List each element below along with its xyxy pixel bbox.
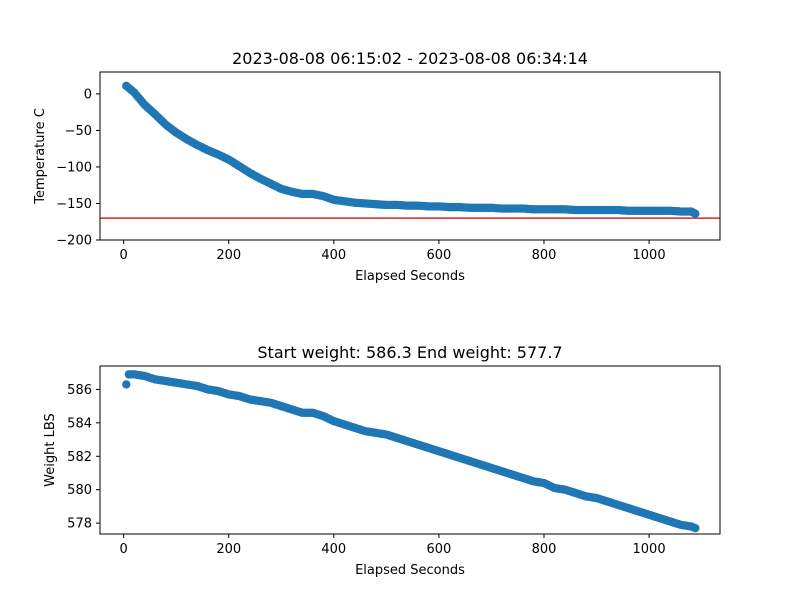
weight-chart-title: Start weight: 586.3 End weight: 577.7 [257, 343, 562, 362]
weight-x-tick-label: 400 [321, 542, 346, 557]
temperature-subplot: 2023-08-08 06:15:02 - 2023-08-08 06:34:1… [33, 49, 721, 284]
weight-subplot: Start weight: 586.3 End weight: 577.7 0 2… [43, 343, 721, 578]
weight-x-tick-label: 800 [532, 542, 557, 557]
temperature-y-tick-label: −50 [65, 124, 92, 139]
temperature-y-tick-label: −200 [56, 234, 92, 249]
weight-y-tick-label: 584 [67, 416, 92, 431]
temperature-x-tick-label: 0 [120, 248, 128, 263]
temperature-x-ticks: 0 200 400 600 800 1000 [120, 240, 666, 263]
weight-y-tick-label: 580 [67, 483, 92, 498]
weight-x-tick-label: 200 [216, 542, 241, 557]
weight-axes-frame [99, 365, 721, 535]
weight-y-axis-label: Weight LBS [43, 413, 58, 487]
temperature-y-axis-label: Temperature C [33, 108, 48, 205]
temperature-chart-title: 2023-08-08 06:15:02 - 2023-08-08 06:34:1… [232, 49, 588, 68]
temperature-data-points [122, 81, 700, 218]
weight-data-point [691, 523, 700, 533]
temperature-x-tick-label: 1000 [633, 248, 666, 263]
temperature-y-tick-label: 0 [84, 87, 92, 102]
weight-y-ticks: 578 580 582 584 586 [67, 383, 100, 532]
temperature-x-tick-label: 400 [321, 248, 346, 263]
temperature-x-axis-label: Elapsed Seconds [355, 269, 465, 284]
temperature-x-tick-label: 200 [216, 248, 241, 263]
temperature-y-tick-label: −150 [56, 197, 92, 212]
weight-x-axis-label: Elapsed Seconds [355, 563, 465, 578]
weight-x-tick-label: 1000 [633, 542, 666, 557]
weight-x-tick-label: 600 [426, 542, 451, 557]
temperature-y-ticks: 0 −50 −100 −150 −200 [56, 87, 100, 249]
temperature-x-tick-label: 600 [426, 248, 451, 263]
temperature-data-point [691, 209, 700, 218]
weight-x-tick-label: 0 [120, 542, 128, 557]
weight-y-tick-label: 578 [67, 517, 92, 532]
weight-x-ticks: 0 200 400 600 800 1000 [120, 534, 666, 557]
temperature-axes-frame [99, 71, 721, 241]
temperature-x-tick-label: 800 [532, 248, 557, 263]
weight-y-tick-label: 582 [67, 450, 92, 465]
weight-data-point [122, 380, 131, 389]
weight-y-tick-label: 586 [67, 383, 92, 398]
weight-data-points [122, 370, 700, 533]
temperature-y-tick-label: −100 [56, 160, 92, 175]
